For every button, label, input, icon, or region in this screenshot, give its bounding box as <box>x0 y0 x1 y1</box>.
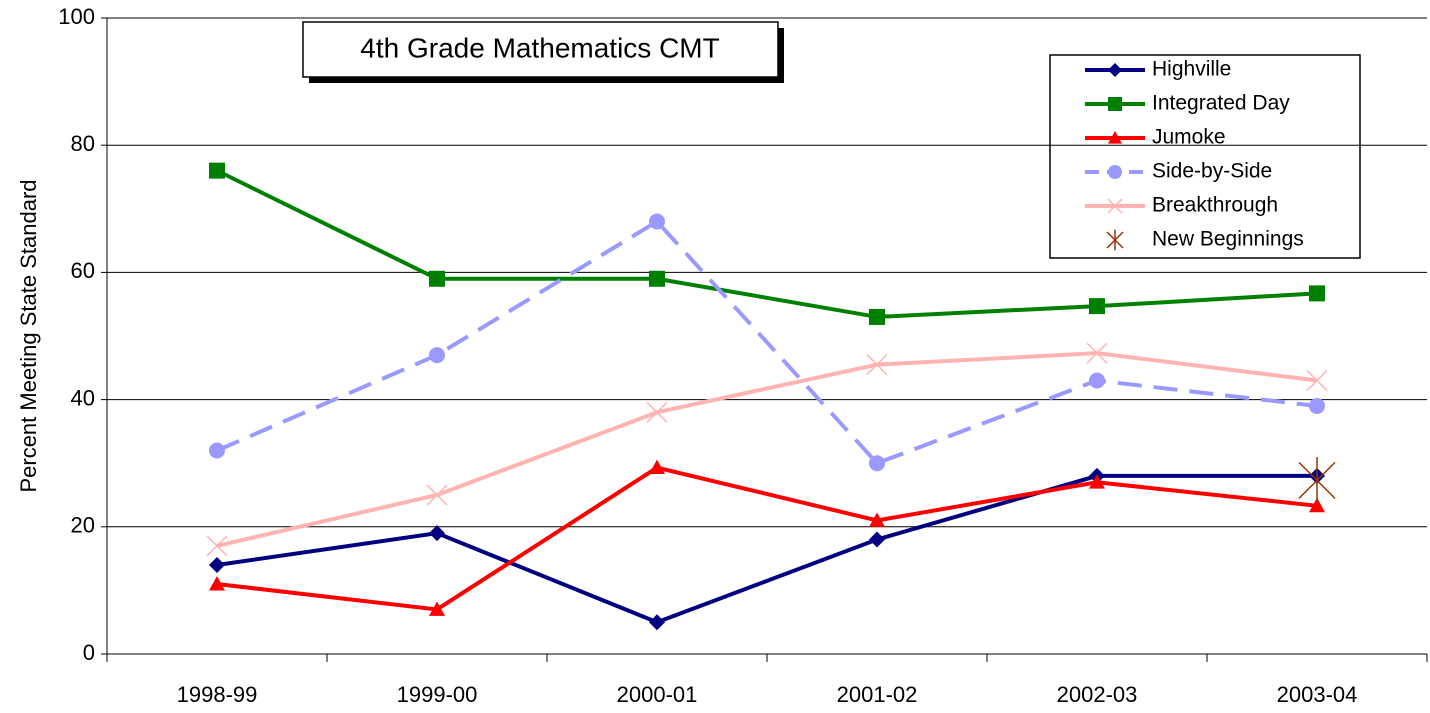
marker <box>209 576 225 591</box>
series-line <box>216 168 1318 319</box>
y-tick-label: 20 <box>71 513 95 538</box>
marker <box>1089 474 1105 489</box>
x-tick-label: 2000-01 <box>617 682 698 707</box>
y-tick-label: 0 <box>83 640 95 665</box>
x-tick-label: 1998-99 <box>177 682 258 707</box>
legend-label: Jumoke <box>1152 126 1226 149</box>
marker <box>869 512 885 527</box>
series-line <box>216 473 1317 625</box>
legend-marker <box>1108 165 1122 179</box>
marker <box>429 347 445 364</box>
marker <box>209 162 225 179</box>
marker <box>429 270 445 287</box>
legend-label: Integrated Day <box>1152 92 1290 115</box>
legend-label: Side-by-Side <box>1152 160 1272 183</box>
legend-label: New Beginnings <box>1152 228 1304 251</box>
legend-marker <box>1108 63 1122 77</box>
marker <box>649 213 665 230</box>
y-tick-label: 80 <box>71 131 95 156</box>
y-axis-label: Percent Meeting State Standard <box>16 179 41 492</box>
title-box <box>302 21 779 78</box>
series-line <box>216 218 1318 466</box>
x-tick-label: 2002-03 <box>1057 682 1138 707</box>
y-tick-label: 40 <box>71 385 95 410</box>
x-tick-label: 1999-00 <box>397 682 478 707</box>
marker <box>1089 372 1105 389</box>
marker <box>869 308 885 325</box>
legend-marker <box>1107 198 1123 214</box>
marker <box>426 484 448 506</box>
series-line <box>216 465 1318 612</box>
marker <box>209 442 225 459</box>
marker <box>1309 497 1325 513</box>
marker <box>1086 342 1108 364</box>
x-tick-label: 2001-02 <box>837 682 918 707</box>
marker <box>206 535 228 557</box>
marker <box>649 270 665 287</box>
marker <box>1089 298 1105 315</box>
marker <box>1306 369 1328 392</box>
legend-marker <box>1108 131 1122 144</box>
legend-box <box>1049 54 1361 259</box>
legend-label: Breakthrough <box>1152 194 1278 217</box>
marker <box>429 525 445 542</box>
series-line <box>216 351 1318 548</box>
marker <box>1309 285 1325 302</box>
x-tick-label: 2003-04 <box>1277 682 1358 707</box>
legend-label: Highville <box>1152 58 1231 81</box>
y-tick-label: 100 <box>58 4 95 29</box>
marker <box>869 455 885 472</box>
legend-marker <box>1106 229 1124 251</box>
y-tick-label: 60 <box>71 258 95 283</box>
marker <box>1298 456 1336 504</box>
marker <box>646 401 668 423</box>
legend-marker <box>1108 97 1122 111</box>
marker <box>869 531 885 548</box>
marker <box>209 556 225 573</box>
marker <box>649 459 665 475</box>
marker <box>866 354 888 376</box>
marker <box>649 614 665 631</box>
marker <box>1309 397 1325 414</box>
chart-title: 4th Grade Mathematics CMT <box>360 32 719 63</box>
marker <box>429 601 445 616</box>
